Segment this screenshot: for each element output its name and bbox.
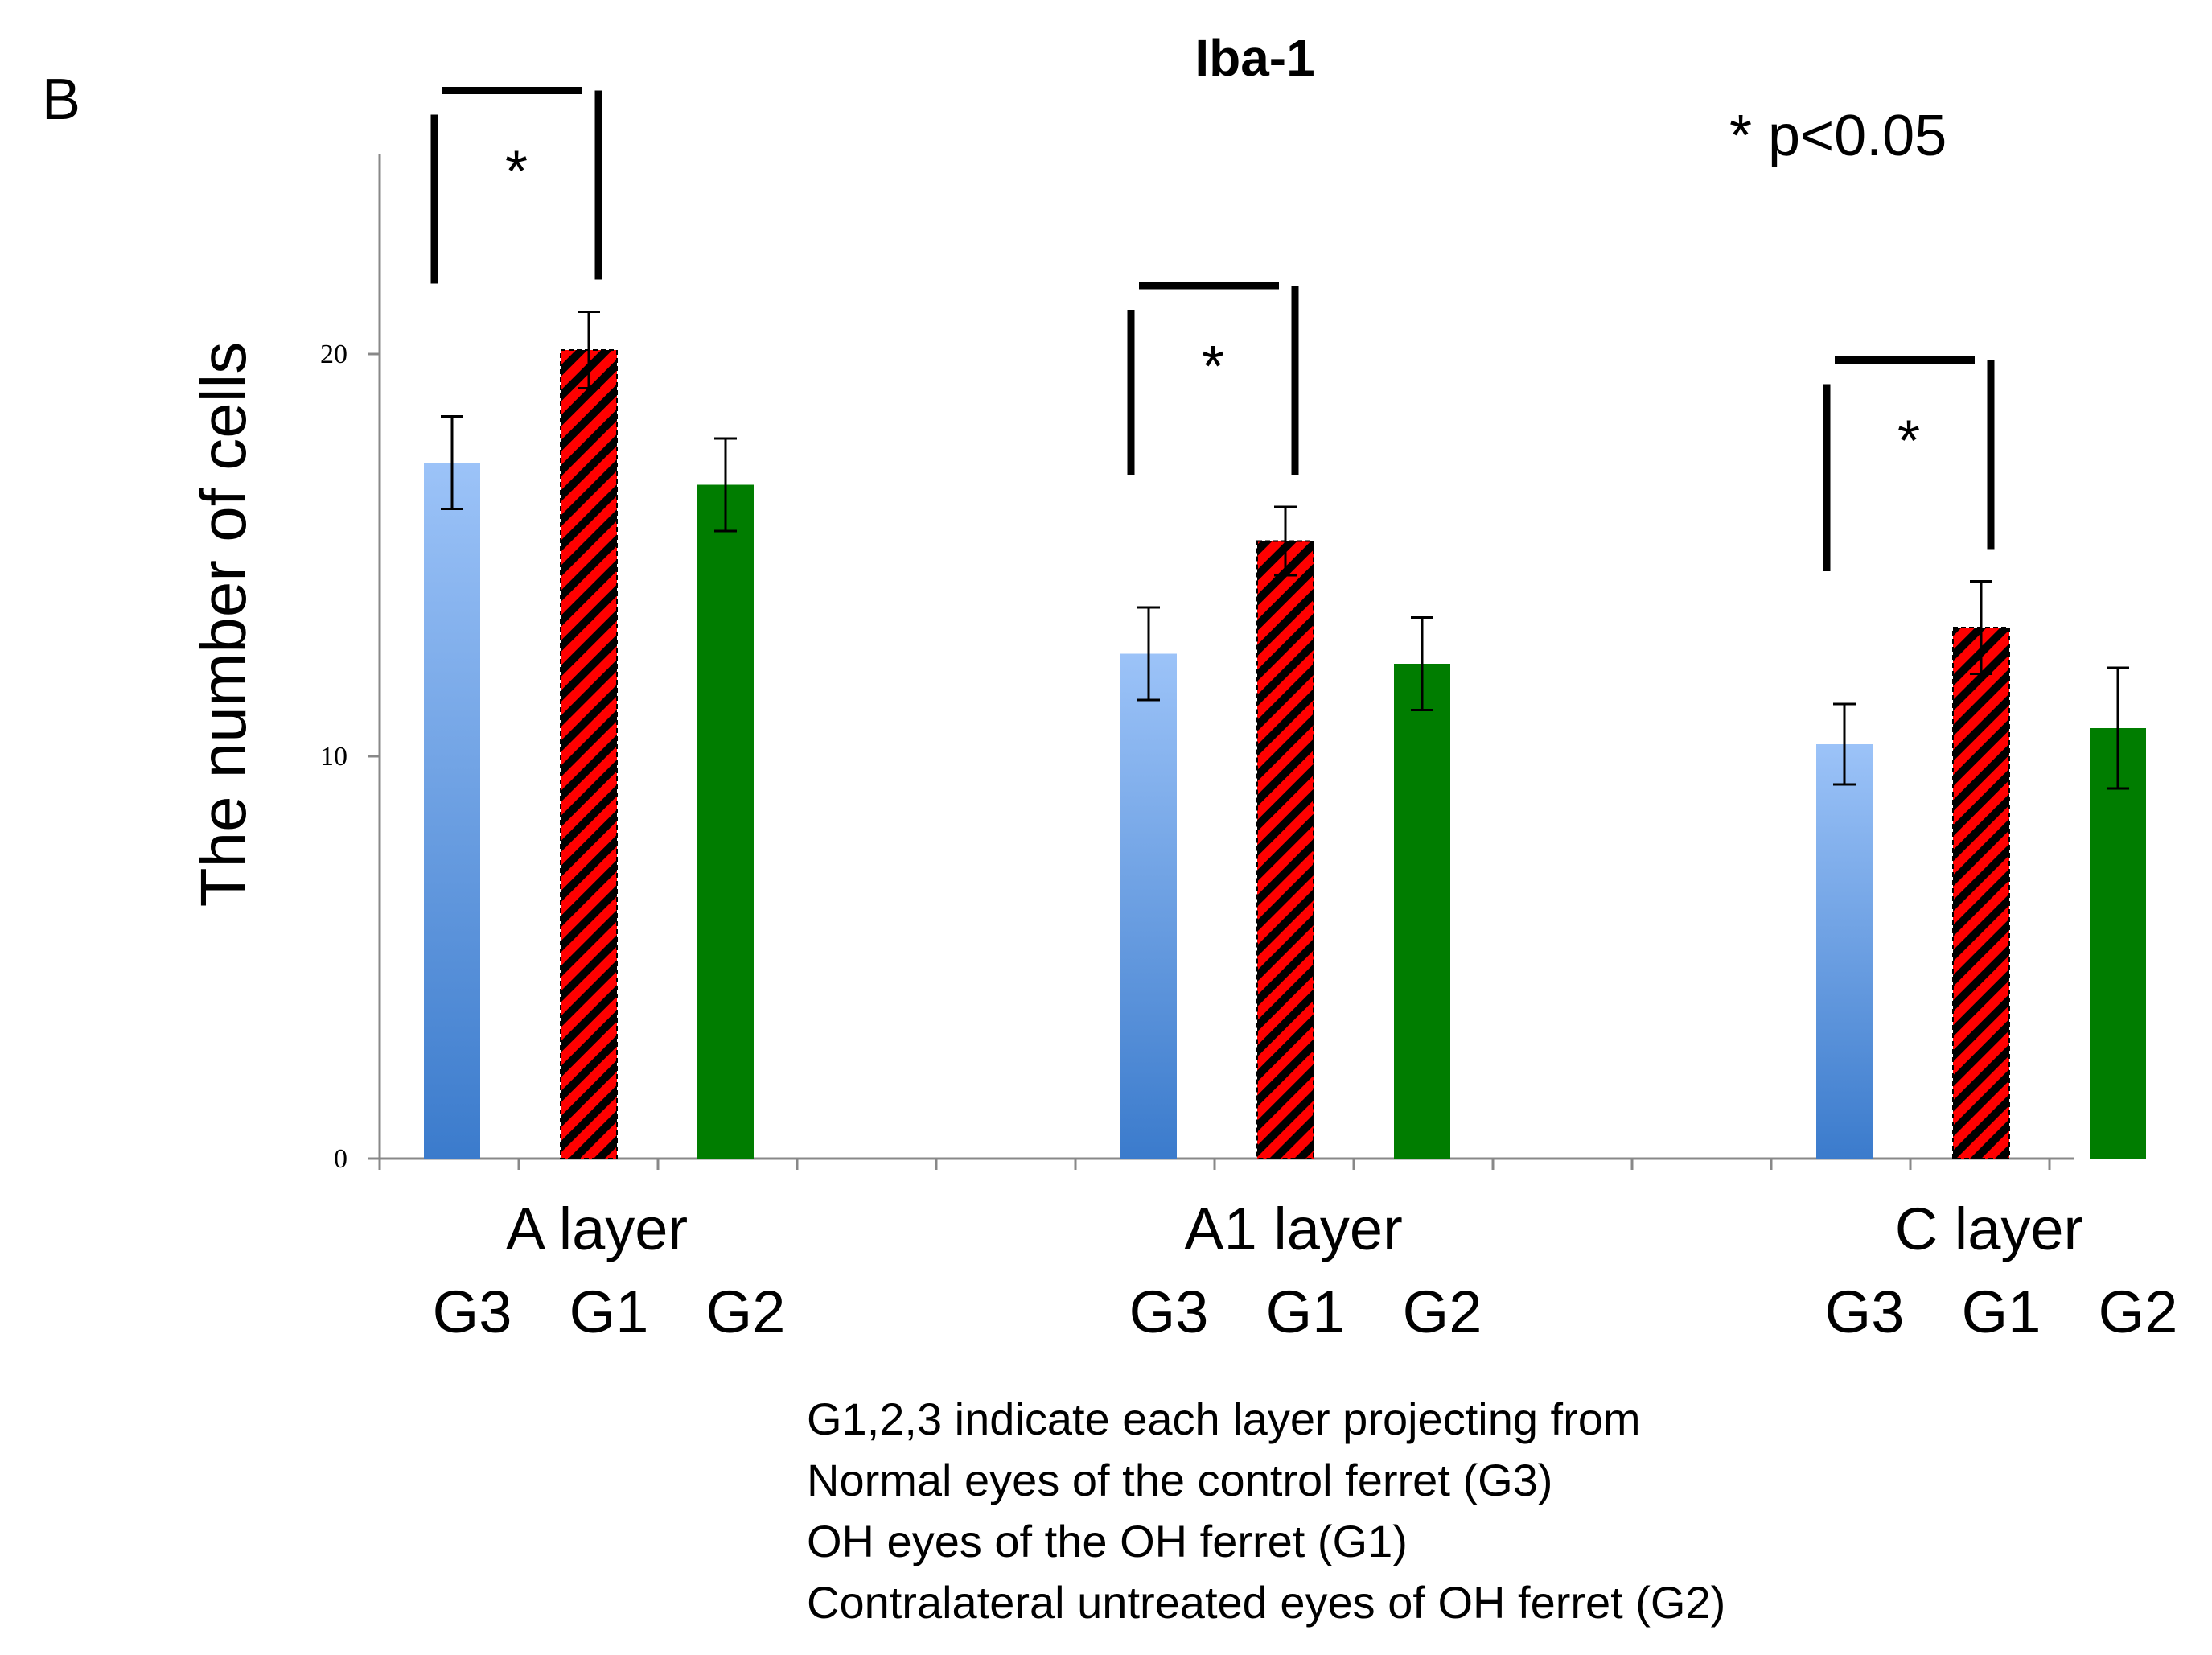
footnote-line: G1,2,3 indicate each layer projecting fr… — [807, 1394, 1641, 1444]
group-label: A1 layer — [1184, 1196, 1402, 1262]
panel-label: B — [42, 68, 80, 132]
bar-category-label: G1 — [569, 1278, 649, 1345]
significance-star: * — [1897, 410, 1920, 474]
significance-star: * — [1202, 335, 1224, 399]
footnote-line: Contralateral untreated eyes of OH ferre… — [807, 1577, 1726, 1628]
bars-layer — [424, 349, 2146, 1159]
significance-brackets-layer: * * * — [430, 87, 1995, 571]
bar-g1 — [560, 349, 618, 1159]
bar-category-label: G3 — [1825, 1278, 1905, 1345]
axes: 0 10 20 — [320, 154, 2074, 1174]
y-axis-label: The number of cells — [187, 342, 259, 908]
footnote-line: OH eyes of the OH ferret (G1) — [807, 1516, 1408, 1566]
bar-g1 — [1256, 540, 1314, 1159]
group-label: A layer — [506, 1196, 688, 1262]
bar-category-label: G3 — [433, 1278, 512, 1345]
bar-category-label: G2 — [706, 1278, 786, 1345]
y-tick-label: 10 — [320, 742, 347, 772]
chart-title: Iba-1 — [1194, 29, 1314, 87]
bar-g1 — [1952, 627, 2010, 1159]
error-bars-layer — [441, 311, 2129, 790]
bar-g3 — [1120, 653, 1177, 1159]
footnote: G1,2,3 indicate each layer projecting fr… — [807, 1389, 1725, 1633]
group-label: C layer — [1895, 1196, 2083, 1262]
y-tick-label: 0 — [334, 1144, 347, 1174]
bar-category-label: G3 — [1129, 1278, 1209, 1345]
footnote-line: Normal eyes of the control ferret (G3) — [807, 1455, 1553, 1505]
bar-category-label: G1 — [1962, 1278, 2041, 1345]
bar-category-label: G2 — [2099, 1278, 2178, 1345]
bar-category-label: G2 — [1403, 1278, 1482, 1345]
bar-g2 — [2090, 728, 2146, 1159]
significance-note: * p<0.05 — [1729, 104, 1947, 168]
bar-g3 — [424, 463, 480, 1159]
bar-category-label: G1 — [1266, 1278, 1346, 1345]
bar-g2 — [697, 484, 754, 1159]
y-tick-label: 20 — [320, 340, 347, 369]
significance-star: * — [505, 140, 528, 204]
bar-g3 — [1816, 744, 1873, 1159]
bar-g2 — [1394, 664, 1450, 1159]
